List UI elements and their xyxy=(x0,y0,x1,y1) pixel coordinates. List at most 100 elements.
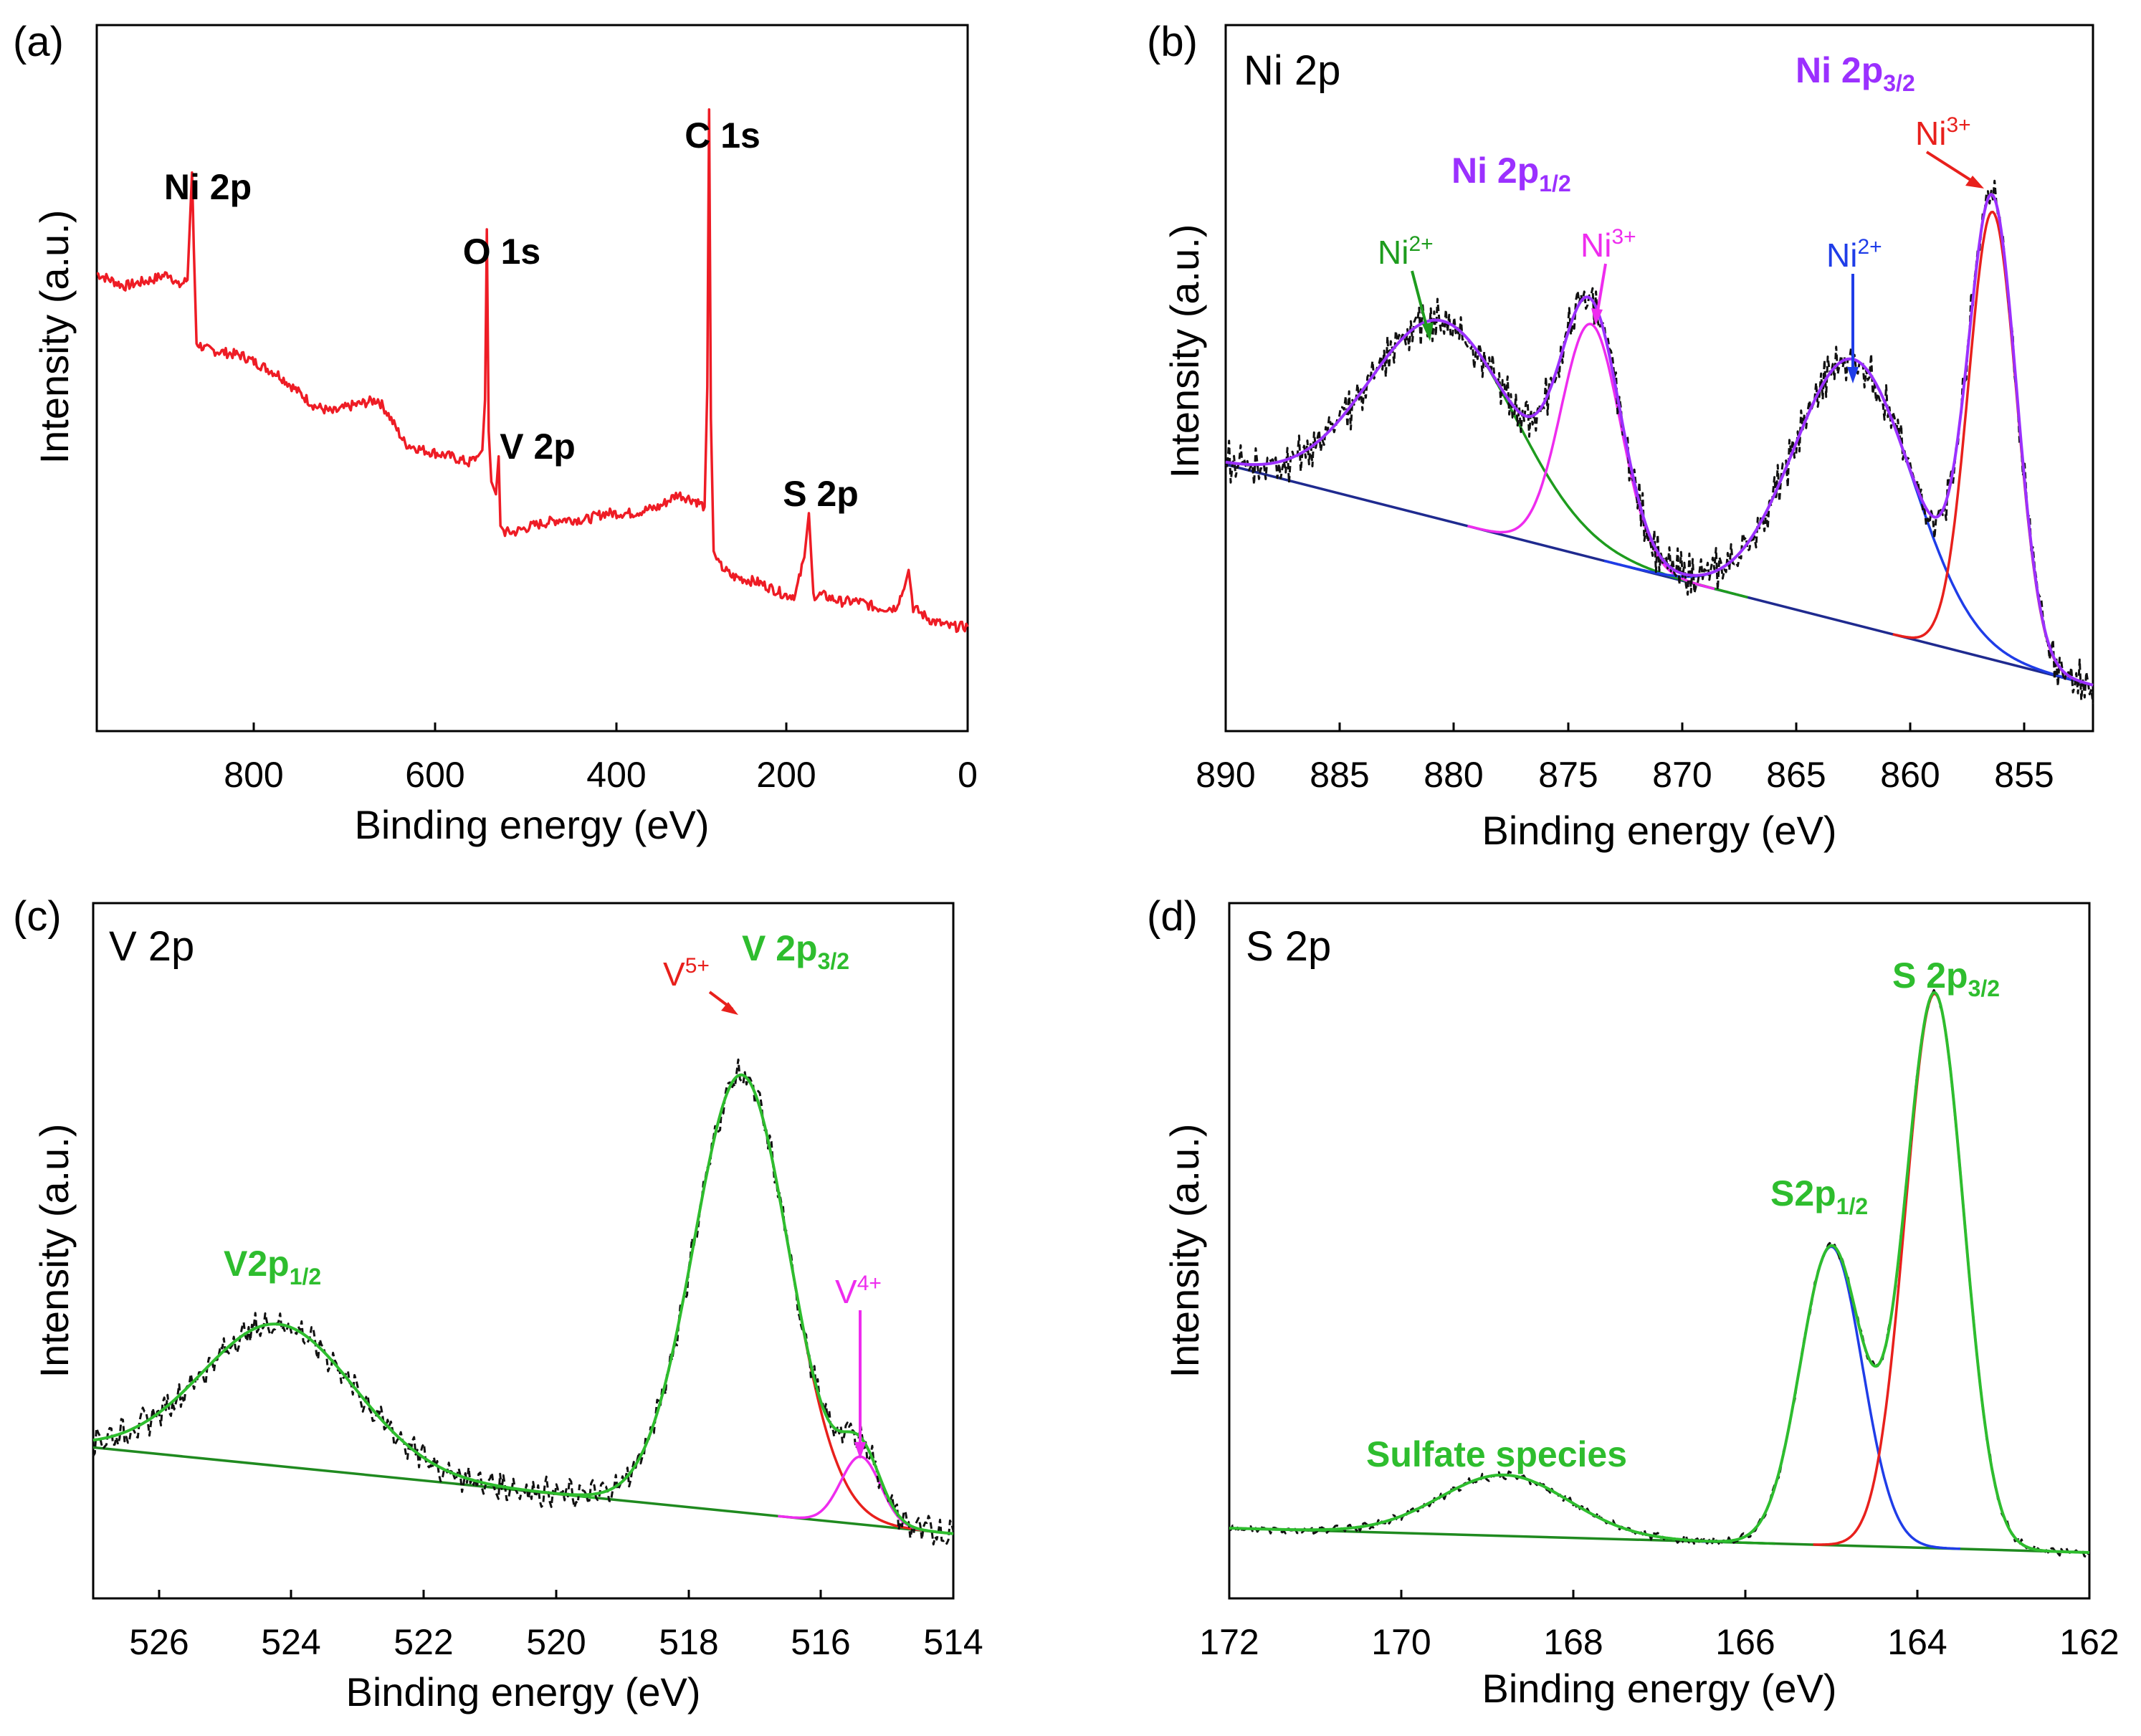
panel-c-tick-label: 516 xyxy=(791,1622,850,1662)
panel-d-frame xyxy=(1228,902,2091,1600)
panel-c-y-axis-title: Intensity (a.u.) xyxy=(32,1124,77,1378)
panel-c-envelope xyxy=(92,1073,954,1535)
panel-c-label-v5plus: V5+ xyxy=(663,954,710,993)
panel-a-peak-label-s2p: S 2p xyxy=(783,474,859,514)
panel-c-arrowhead-v5plus xyxy=(721,1002,738,1015)
panel-c-component-2 xyxy=(778,1455,944,1535)
panel-c-tick-label: 526 xyxy=(129,1622,189,1662)
panel-c-tick-label: 522 xyxy=(394,1622,453,1662)
panel-d-measured-data xyxy=(1229,988,2091,1558)
panel-c-label-v4plus: V4+ xyxy=(835,1272,882,1310)
panel-a-peak-label-ni2p: Ni 2p xyxy=(164,167,252,207)
panel-a-tick-label: 0 xyxy=(958,755,978,795)
panel-b-tick-label: 880 xyxy=(1424,755,1483,795)
panel-d-y-axis-title: Intensity (a.u.) xyxy=(1162,1124,1207,1378)
panel-b-tick-label: 890 xyxy=(1196,755,1255,795)
panel-d-letter: (d) xyxy=(1147,893,1198,940)
panel-c-letter: (c) xyxy=(13,893,62,940)
panel-c-frame xyxy=(92,902,955,1600)
panel-d-x-axis-title: Binding energy (eV) xyxy=(1482,1666,1837,1711)
panel-b-y-axis-title: Intensity (a.u.) xyxy=(1162,224,1207,479)
panel-c-tick-label: 514 xyxy=(923,1622,983,1662)
panel-b-x-ticks: 890 885 880 875 870 865 860 855 xyxy=(1196,722,2054,795)
panel-b-arrow-ni2plus-a xyxy=(1411,270,1429,332)
panel-b-frame xyxy=(1224,24,2094,733)
panel-d-tick-label: 170 xyxy=(1371,1622,1431,1662)
panel-d-envelope xyxy=(1229,991,2090,1554)
panel-b-label-ni3plus-b: Ni3+ xyxy=(1580,225,1636,264)
panel-b-label-ni2plus-a: Ni2+ xyxy=(1378,232,1434,271)
panel-b-tick-label: 865 xyxy=(1766,755,1826,795)
panel-b-arrowhead-ni2plus-a xyxy=(1422,323,1434,341)
panel-b-label-ni3plus-a: Ni3+ xyxy=(1915,113,1971,152)
panel-b-tick-label: 870 xyxy=(1652,755,1712,795)
panel-c-label-v2p12: V2p1/2 xyxy=(224,1244,321,1289)
panel-b-baseline xyxy=(1225,463,2094,687)
panel-a-peak-label-v2p: V 2p xyxy=(500,426,576,467)
panel-c-v2p: (c) V 2p 526 524 522 520 518 516 514 Bin… xyxy=(13,893,983,1714)
panel-a-tick-label: 400 xyxy=(586,755,646,795)
panel-a-tick-label: 800 xyxy=(224,755,283,795)
panel-b-arrow-ni3plus-a xyxy=(1925,151,1980,186)
panel-b-arrowhead-ni3plus-b xyxy=(1591,308,1603,325)
panel-c-label-v2p32: V 2p3/2 xyxy=(742,928,849,974)
panel-a-peak-label-c1s: C 1s xyxy=(685,115,760,156)
panel-b-x-axis-title: Binding energy (eV) xyxy=(1482,808,1837,853)
panel-c-tick-label: 524 xyxy=(261,1622,320,1662)
panel-d-corner-label: S 2p xyxy=(1246,923,1331,970)
panel-b-tick-label: 875 xyxy=(1538,755,1598,795)
panel-b-arrowhead-ni3plus-a xyxy=(1965,176,1984,189)
panel-b-corner-label: Ni 2p xyxy=(1244,47,1340,94)
panel-d-component-2 xyxy=(1813,992,2056,1553)
panel-b-component-2 xyxy=(1603,357,2094,687)
panel-a-data xyxy=(96,108,969,634)
panel-c-x-ticks: 526 524 522 520 518 516 514 xyxy=(129,1590,983,1662)
panel-b-tick-label: 855 xyxy=(1994,755,2054,795)
panel-b-label-2p32: Ni 2p3/2 xyxy=(1796,50,1915,96)
panel-b-arrowhead-ni2plus-b xyxy=(1847,367,1859,383)
panel-d-label-s2p32: S 2p3/2 xyxy=(1892,955,2000,1001)
panel-b-label-2p12: Ni 2p1/2 xyxy=(1451,151,1571,196)
panel-a-x-ticks: 800 600 400 200 0 xyxy=(224,722,978,795)
panel-d-tick-label: 172 xyxy=(1199,1622,1259,1662)
panel-d-baseline xyxy=(1229,1527,2090,1554)
panel-a-frame xyxy=(95,24,969,733)
panel-a-peak-label-o1s: O 1s xyxy=(463,232,540,272)
panel-a-survey: (a) 800 600 400 200 0 Binding energy (eV… xyxy=(13,19,978,847)
panel-c-x-axis-title: Binding energy (eV) xyxy=(346,1669,701,1714)
panel-a-tick-label: 200 xyxy=(756,755,816,795)
panel-b-ni2p: (b) Ni 2p 890 885 880 875 870 865 860 85… xyxy=(1147,19,2094,853)
panel-b-tick-label: 885 xyxy=(1310,755,1369,795)
panel-a-x-axis-title: Binding energy (eV) xyxy=(355,802,710,847)
panel-c-component-1 xyxy=(543,1073,940,1534)
panel-b-component-3 xyxy=(1892,210,2094,687)
panel-d-tick-label: 164 xyxy=(1887,1622,1947,1662)
panel-a-letter: (a) xyxy=(13,19,64,65)
panel-c-arrowhead-v4plus xyxy=(854,1442,866,1459)
panel-d-tick-label: 162 xyxy=(2059,1622,2119,1662)
panel-d-label-s2p12: S2p1/2 xyxy=(1770,1173,1868,1219)
panel-c-tick-label: 520 xyxy=(526,1622,586,1662)
panel-b-measured-data xyxy=(1224,179,2094,704)
panel-b-component-1 xyxy=(1467,323,1715,591)
panel-d-data xyxy=(1229,988,2091,1558)
panel-b-label-ni2plus-b: Ni2+ xyxy=(1826,235,1882,274)
panel-a-survey-line xyxy=(96,108,969,634)
panel-d-x-ticks: 172 170 168 166 164 162 xyxy=(1199,1590,2119,1662)
panel-c-data xyxy=(92,1058,955,1546)
panel-b-letter: (b) xyxy=(1147,19,1198,65)
panel-d-label-sulfate: Sulfate species xyxy=(1366,1434,1627,1474)
panel-b-data xyxy=(1224,179,2094,704)
panel-b-envelope xyxy=(1225,193,2094,687)
panel-d-component-1 xyxy=(1702,1245,1961,1550)
panel-d-s2p: (d) S 2p 172 170 168 166 164 162 Binding… xyxy=(1147,893,2119,1711)
panel-c-measured-data xyxy=(92,1058,955,1546)
panel-a-y-axis-title: Intensity (a.u.) xyxy=(32,210,77,464)
panel-d-tick-label: 168 xyxy=(1543,1622,1603,1662)
panel-c-tick-label: 518 xyxy=(659,1622,718,1662)
panel-d-tick-label: 166 xyxy=(1715,1622,1775,1662)
panel-b-arrow-ni3plus-b xyxy=(1596,263,1607,316)
panel-a-tick-label: 600 xyxy=(405,755,464,795)
panel-c-corner-label: V 2p xyxy=(109,923,194,970)
